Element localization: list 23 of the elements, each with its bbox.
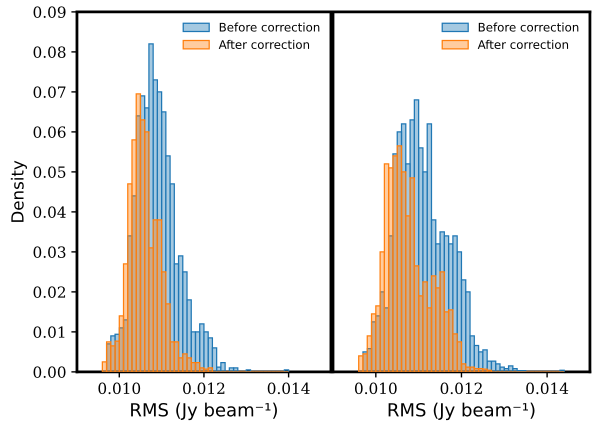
legend-label: Before correction — [478, 22, 578, 32]
x-tick-label: 0.010 — [354, 382, 397, 394]
y-tick-label: 0.04 — [34, 206, 66, 218]
x-tick-label: 0.012 — [183, 382, 224, 394]
x-axis-title: RMS (Jy beam⁻¹) — [388, 402, 534, 420]
x-tick-label: 0.010 — [98, 382, 140, 394]
y-tick-label: 0.08 — [34, 46, 66, 58]
x-tick-label: 0.014 — [268, 382, 310, 394]
legend-label: After correction — [218, 40, 310, 49]
y-tick-label: 0.00 — [34, 366, 66, 378]
x-axis-title: RMS (Jy beam⁻¹) — [131, 402, 277, 420]
y-tick-label: 0.09 — [34, 6, 66, 18]
y-tick-label: 0.02 — [34, 286, 66, 298]
y-tick-label: 0.05 — [34, 166, 66, 178]
x-tick-label: 0.012 — [440, 382, 482, 394]
x-tick-label: 0.014 — [526, 382, 568, 394]
y-axis-title: Density — [10, 160, 27, 222]
legend-label: Before correction — [220, 22, 320, 32]
y-tick-label: 0.03 — [34, 246, 66, 258]
y-tick-label: 0.06 — [34, 126, 66, 138]
legend-label: After correction — [478, 40, 568, 49]
y-tick-label: 0.01 — [34, 326, 64, 338]
y-tick-label: 0.07 — [34, 86, 66, 98]
